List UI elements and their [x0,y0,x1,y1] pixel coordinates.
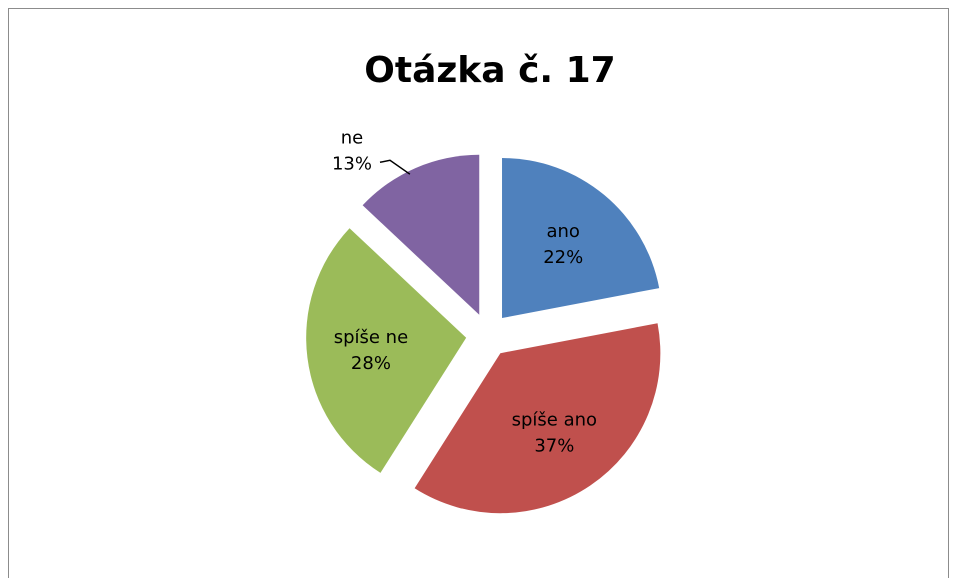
pie-slice [362,154,480,315]
slice-category-label: ne [341,127,363,148]
slice-value-label: 37% [534,436,574,457]
chart-title: Otázka č. 17 [364,50,615,91]
slice-category-label: spíše ne [334,327,408,348]
slice-category-label: ano [546,221,579,242]
pie-slice [306,228,467,473]
slice-value-label: 22% [543,247,583,268]
slice-category-label: spíše ano [512,410,597,431]
pie-slice [502,158,660,319]
leader-line [379,159,411,175]
pie-slice [414,323,661,514]
slice-value-label: 13% [332,153,372,174]
slice-value-label: 28% [351,353,391,374]
